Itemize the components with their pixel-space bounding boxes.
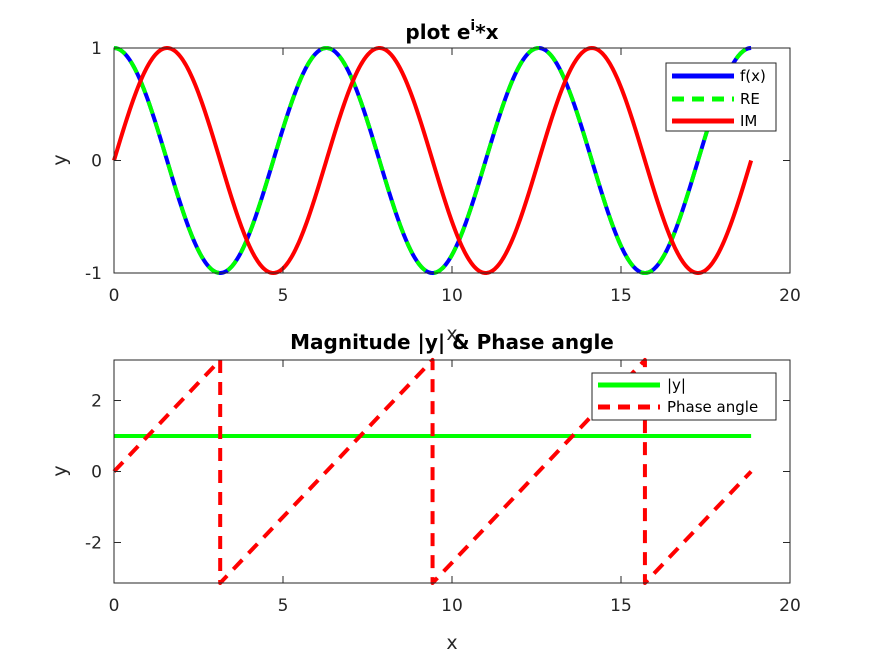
x-tick-label-bottom-3: 15 xyxy=(610,596,632,616)
ticks-bottom: 0 5 10 15 20 -2 0 2 xyxy=(85,360,801,616)
series-line-top-3 xyxy=(112,46,754,275)
y-tick-label-top-1: 0 xyxy=(91,152,102,172)
y-tick-label-bottom-2: 2 xyxy=(91,392,102,412)
subplot-top: 0 5 10 15 20 -1 0 1 plot ei*x x y f(x) RE IM xyxy=(49,18,801,345)
chart-title-top: plot ei*x xyxy=(405,18,498,44)
y-tick-label-top-2: 1 xyxy=(91,39,102,59)
legend-box-bottom xyxy=(591,372,777,421)
legend-top: f(x) RE IM xyxy=(665,62,777,132)
legend-label-magnitude: |y| xyxy=(667,376,686,394)
chart-title-bottom: Magnitude |y| & Phase angle xyxy=(290,330,614,354)
y-axis-label-top: y xyxy=(49,154,71,165)
y-tick-label-bottom-0: -2 xyxy=(85,533,102,553)
y-tick-label-bottom-1: 0 xyxy=(91,463,102,483)
x-axis-label-bottom: x xyxy=(446,632,457,654)
y-tick-label-top-0: -1 xyxy=(85,264,102,284)
x-tick-label-top-4: 20 xyxy=(779,286,801,306)
series-group-bottom xyxy=(112,358,753,585)
ticks-top: 0 5 10 15 20 -1 0 1 xyxy=(85,39,801,306)
x-tick-label-bottom-4: 20 xyxy=(779,596,801,616)
y-axis-label-bottom: y xyxy=(49,465,71,476)
series-line-bottom-2 xyxy=(112,358,753,585)
legend-label-im: IM xyxy=(740,112,757,130)
legend-label-fx: f(x) xyxy=(740,67,766,85)
x-tick-label-top-0: 0 xyxy=(109,286,120,306)
x-tick-label-bottom-1: 5 xyxy=(278,596,289,616)
x-tick-label-top-3: 15 xyxy=(610,286,632,306)
x-tick-label-bottom-0: 0 xyxy=(109,596,120,616)
legend-bottom: |y| Phase angle xyxy=(591,372,777,421)
legend-label-phase: Phase angle xyxy=(667,398,758,416)
x-tick-label-top-1: 5 xyxy=(278,286,289,306)
subplot-bottom: 0 5 10 15 20 -2 0 2 Magnitude |y| & Phase angle… xyxy=(49,330,801,654)
legend-label-re: RE xyxy=(740,90,760,108)
x-tick-label-bottom-2: 10 xyxy=(441,596,463,616)
x-axis-label-top: x xyxy=(446,323,457,345)
x-tick-label-top-2: 10 xyxy=(441,286,463,306)
